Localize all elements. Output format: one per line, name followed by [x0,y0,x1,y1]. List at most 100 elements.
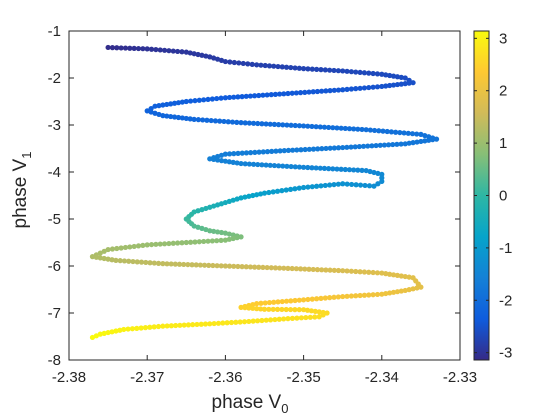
scatter-point-81 [374,84,381,90]
scatter-point-274 [259,162,265,168]
scatter-point-360 [207,228,213,234]
scatter-point-52 [327,67,333,73]
scatter-point-176 [309,123,315,130]
scatter-point-110 [251,93,258,99]
scatter-point-409 [113,257,119,263]
scatter-point-120 [209,96,215,102]
scatter-point-296 [351,167,357,173]
scatter-point-157 [229,119,236,125]
scatter-point-11 [153,46,159,53]
scatter-point-581 [177,322,183,328]
scatter-point-276 [267,162,273,168]
scatter-point-442 [251,264,258,270]
scatter-point-194 [384,128,390,135]
scatter-point-192 [376,128,382,134]
scatter-point-462 [335,267,342,274]
scatter-point-209 [422,138,428,144]
scatter-point-155 [221,118,227,125]
scatter-point-249 [256,149,262,155]
scatter-point-549 [316,314,322,320]
scatter-point-434 [218,263,224,269]
y-ticks: -8 -7 -6 -5 -4 -3 -2 -1 [48,23,460,369]
scatter-point-247 [264,149,271,155]
scatter-point-585 [160,323,166,329]
y-axis-label-subscript: 1 [19,152,34,159]
scatter-point-91 [331,87,337,93]
scatter-point-489 [394,289,401,295]
scatter-point-42 [283,64,290,70]
colorbar-tick-label: 3 [499,30,507,47]
scatter-point-538 [287,306,294,313]
scatter-point-600 [97,331,103,337]
scatter-point-198 [401,130,407,136]
scatter-point-273 [255,161,261,168]
scatter-point-251 [248,150,254,156]
scatter-point-436 [226,263,233,269]
scatter-point-99 [297,90,304,96]
scatter-point-378 [196,239,202,245]
scatter-point-138 [152,110,158,116]
scatter-point-536 [279,306,285,313]
scatter-point-387 [157,241,163,247]
scatter-point-529 [250,305,256,311]
scatter-point-448 [277,265,283,271]
scatter-point-552 [303,314,309,321]
scatter-point-405 [97,255,103,261]
scatter-point-145 [179,115,185,121]
scatter-point-150 [200,117,206,123]
scatter-point-491 [387,290,393,296]
scatter-point-309 [362,182,368,189]
scatter-point-589 [142,325,149,331]
y-tick-label: -7 [48,305,61,322]
scatter-point-408 [109,257,115,263]
scatter-point-475 [390,272,397,278]
scatter-point-545 [316,309,322,315]
scatter-point-432 [210,262,216,269]
scatter-point-347 [203,205,209,212]
scatter-point-28 [222,58,228,65]
scatter-point-310 [357,182,364,188]
scatter-point-320 [314,183,320,189]
scatter-point-582 [173,322,179,329]
scatter-point-561 [263,317,269,323]
scatter-point-515 [283,298,290,304]
scatter-point-437 [231,263,237,269]
scatter-point-520 [262,300,268,306]
scatter-point-265 [222,158,228,164]
scatter-point-460 [327,267,333,273]
scatter-point-0 [105,44,111,51]
scatter-point-397 [114,245,120,252]
scatter-point-121 [205,96,211,103]
scatter-point-334 [254,192,260,198]
scatter-point-64 [379,71,385,77]
scatter-point-305 [379,178,385,184]
scatter-point-369 [234,235,240,241]
scatter-point-84 [361,85,368,91]
scatter-point-137 [148,109,154,115]
scatter-point-577 [194,321,200,328]
scatter-point-51 [322,67,328,73]
scatter-point-30 [231,59,237,66]
scatter-point-133 [156,103,162,109]
scatter-point-233 [323,145,329,152]
scatter-point-532 [261,306,268,312]
scatter-point-325 [292,186,298,192]
scatter-point-423 [172,261,178,267]
scatter-point-39 [271,63,277,69]
scatter-point-186 [351,126,357,132]
scatter-point-235 [315,146,321,152]
scatter-point-46 [301,66,307,72]
scatter-point-79 [383,83,389,89]
scatter-point-89 [340,87,346,93]
scatter-point-493 [379,291,385,297]
scatter-point-82 [370,84,376,90]
scatter-point-182 [334,125,340,131]
scatter-point-571 [220,320,226,326]
scatter-point-58 [353,69,359,75]
scatter-point-516 [279,298,285,305]
scatter-point-291 [330,166,336,172]
scatter-point-183 [338,125,344,131]
scatter-point-338 [238,195,244,201]
scatter-point-20 [191,51,197,57]
